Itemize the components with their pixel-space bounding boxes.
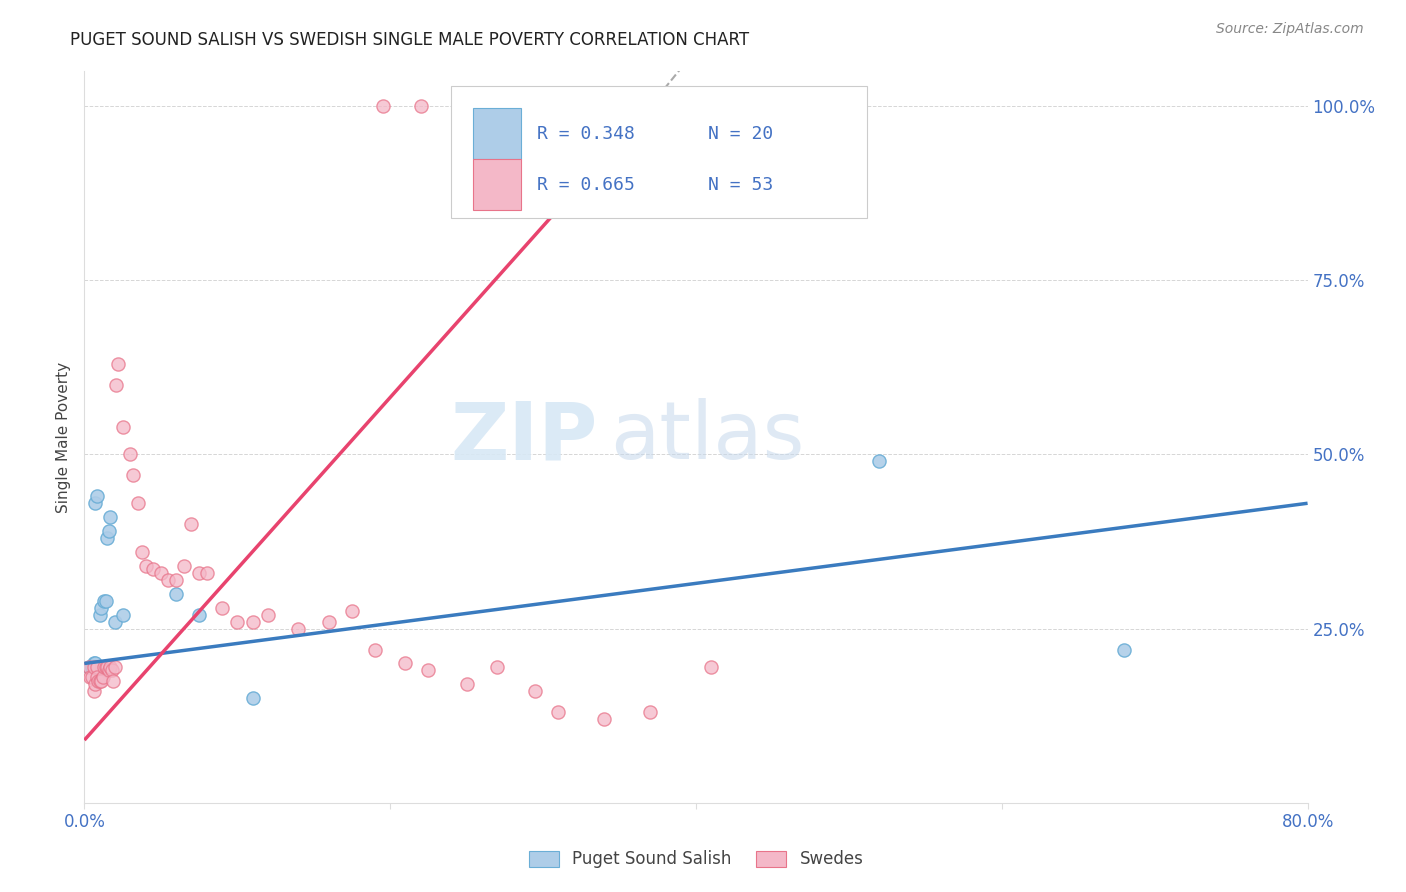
Point	[616, 99, 638, 113]
Point	[83, 684, 105, 698]
Point	[89, 607, 111, 622]
Point	[371, 99, 394, 113]
Point	[103, 673, 125, 688]
Point	[94, 660, 117, 674]
Point	[93, 594, 115, 608]
Text: Source: ZipAtlas.com: Source: ZipAtlas.com	[1216, 22, 1364, 37]
Text: N = 53: N = 53	[709, 176, 773, 194]
Text: PUGET SOUND SALISH VS SWEDISH SINGLE MALE POVERTY CORRELATION CHART: PUGET SOUND SALISH VS SWEDISH SINGLE MAL…	[70, 31, 749, 49]
Point	[107, 357, 129, 371]
Point	[700, 660, 723, 674]
Point	[364, 642, 387, 657]
Point	[593, 712, 616, 726]
Point	[188, 607, 211, 622]
Point	[195, 566, 218, 580]
Point	[173, 558, 195, 573]
Point	[105, 377, 128, 392]
Point	[409, 99, 432, 113]
Point	[111, 419, 134, 434]
Point	[80, 660, 103, 674]
Point	[869, 454, 891, 468]
Point	[84, 677, 107, 691]
Text: ZIP: ZIP	[451, 398, 598, 476]
Point	[79, 670, 101, 684]
Point	[524, 684, 547, 698]
Point	[104, 660, 127, 674]
Point	[318, 615, 340, 629]
Point	[242, 691, 264, 706]
Point	[131, 545, 153, 559]
Text: R = 0.348: R = 0.348	[537, 125, 636, 143]
Point	[77, 660, 100, 674]
Point	[287, 622, 309, 636]
FancyBboxPatch shape	[474, 160, 522, 210]
FancyBboxPatch shape	[474, 108, 522, 159]
Text: R = 0.665: R = 0.665	[537, 176, 636, 194]
Point	[142, 562, 165, 576]
Point	[188, 566, 211, 580]
Point	[149, 566, 172, 580]
Point	[90, 600, 112, 615]
Point	[394, 657, 416, 671]
Point	[1114, 642, 1136, 657]
Point	[165, 573, 187, 587]
Point	[90, 673, 112, 688]
Point	[120, 448, 142, 462]
Y-axis label: Single Male Poverty: Single Male Poverty	[56, 361, 72, 513]
Point	[638, 705, 661, 719]
Point	[98, 510, 121, 524]
Point	[86, 660, 108, 674]
Point	[226, 615, 249, 629]
Point	[84, 657, 107, 671]
Point	[86, 670, 108, 684]
Point	[624, 99, 647, 113]
Point	[84, 496, 107, 510]
Point	[340, 604, 363, 618]
Point	[211, 600, 233, 615]
Point	[77, 660, 100, 674]
Point	[94, 594, 117, 608]
Point	[83, 657, 105, 671]
Point	[257, 607, 280, 622]
Point	[547, 705, 569, 719]
Point	[180, 517, 202, 532]
Point	[91, 670, 114, 684]
Point	[97, 664, 120, 678]
Point	[531, 99, 554, 113]
Point	[97, 524, 120, 538]
Point	[456, 677, 478, 691]
Point	[96, 660, 118, 674]
Text: N = 20: N = 20	[709, 125, 773, 143]
Point	[122, 468, 145, 483]
FancyBboxPatch shape	[451, 86, 868, 218]
Point	[80, 670, 103, 684]
Point	[83, 660, 105, 674]
Point	[89, 673, 111, 688]
Point	[87, 660, 110, 674]
Point	[165, 587, 187, 601]
Point	[96, 531, 118, 545]
Point	[86, 489, 108, 503]
Point	[104, 615, 127, 629]
Point	[135, 558, 157, 573]
Point	[157, 573, 180, 587]
Point	[111, 607, 134, 622]
Point	[486, 660, 509, 674]
Text: atlas: atlas	[610, 398, 804, 476]
Point	[87, 673, 110, 688]
Point	[127, 496, 149, 510]
Point	[93, 660, 115, 674]
Legend: Puget Sound Salish, Swedes: Puget Sound Salish, Swedes	[522, 844, 870, 875]
Point	[418, 664, 440, 678]
Point	[600, 99, 623, 113]
Point	[242, 615, 264, 629]
Point	[101, 664, 124, 678]
Point	[98, 660, 121, 674]
